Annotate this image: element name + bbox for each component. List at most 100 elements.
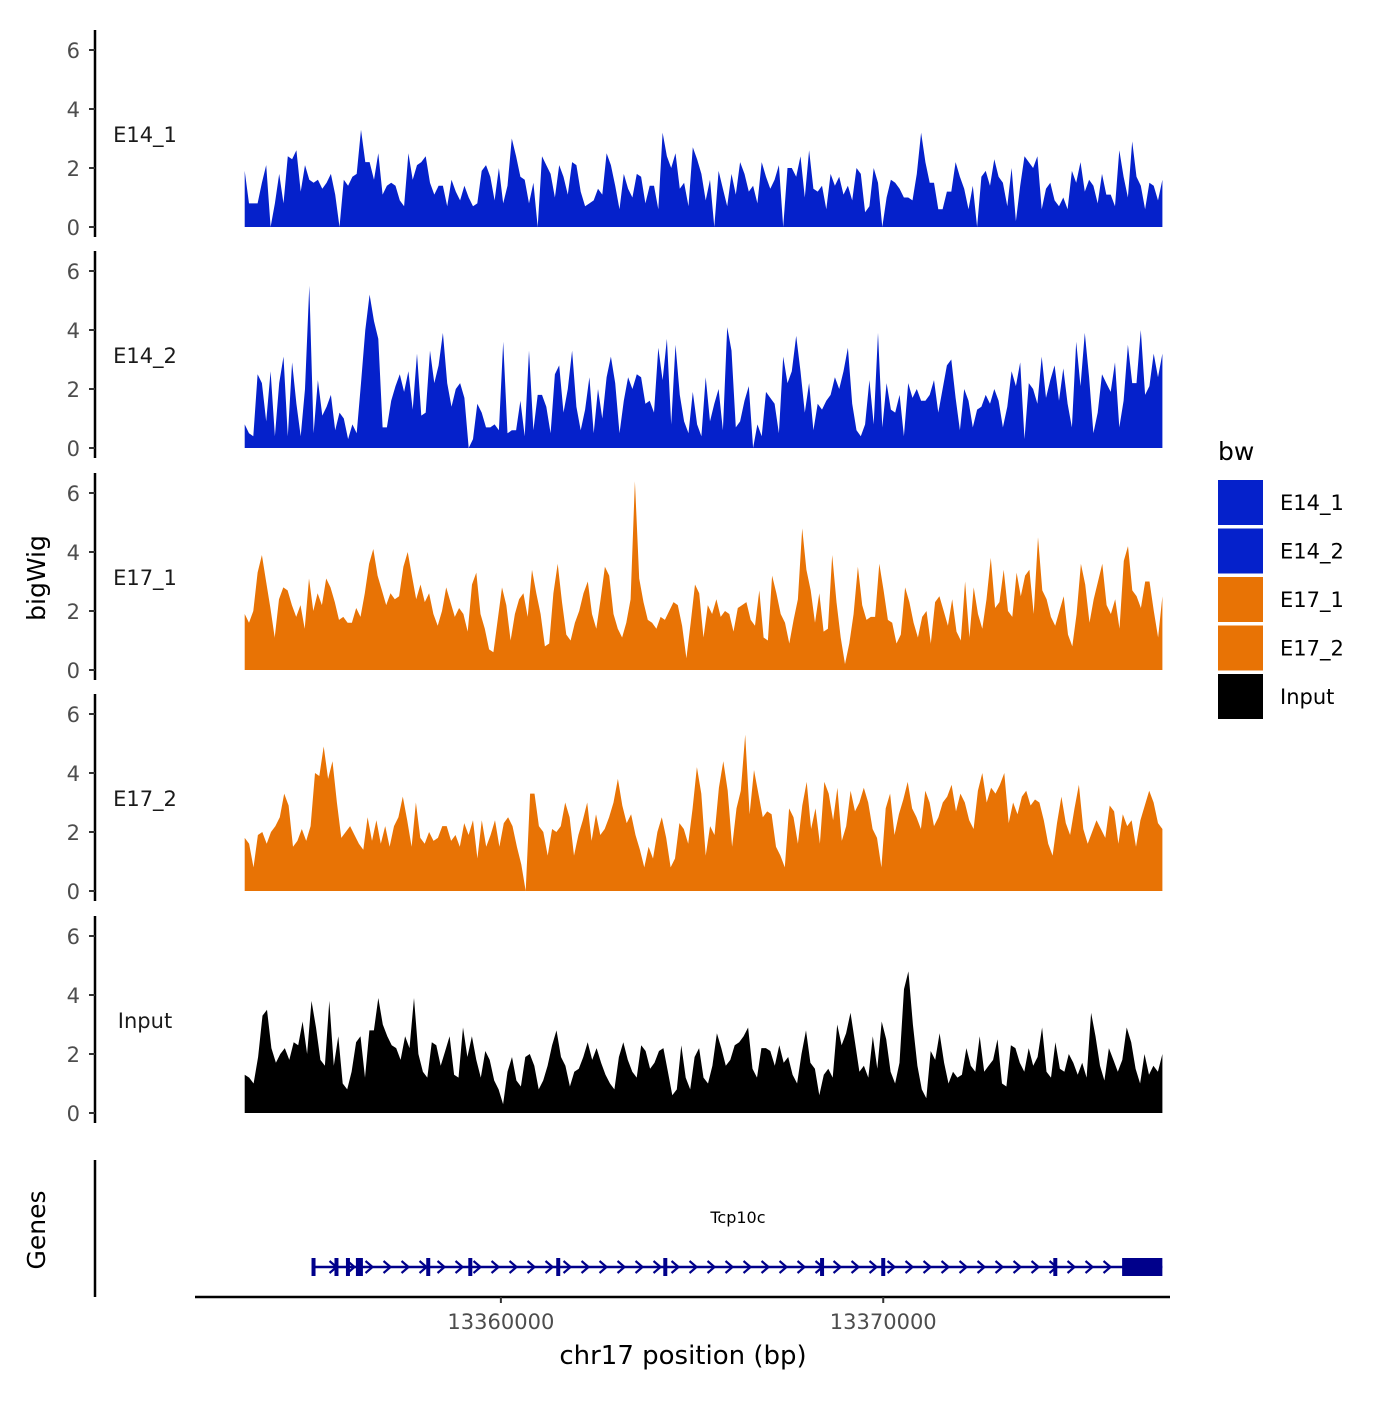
strand-arrow (994, 1260, 1005, 1274)
legend-swatch-E14_2 (1218, 528, 1263, 574)
exon (334, 1258, 339, 1276)
signal-area-E14_2 (244, 285, 1163, 448)
x-tick-label: 13360000 (447, 1310, 554, 1334)
exon (426, 1258, 431, 1276)
strand-arrow (688, 1260, 699, 1274)
exon (881, 1258, 886, 1276)
y-tick-label: 4 (67, 762, 80, 786)
strand-arrow (508, 1260, 519, 1274)
strand-arrow (364, 1260, 375, 1274)
strand-arrow (436, 1260, 447, 1274)
strand-arrow (598, 1260, 609, 1274)
legend-label-E17_1: E17_1 (1280, 588, 1344, 613)
y-tick-label: 4 (67, 319, 80, 343)
signal-area-E17_1 (244, 481, 1163, 670)
strand-arrow (562, 1260, 573, 1274)
strand-arrow (634, 1260, 645, 1274)
y-tick-label: 4 (67, 541, 80, 565)
gene-name-label: Tcp10c (709, 1208, 765, 1227)
exon-block (1124, 1258, 1163, 1276)
strand-arrow (832, 1260, 843, 1274)
track-panel-E17_2: 0 2 4 6 E17_2 (67, 694, 1163, 904)
strand-arrow (616, 1260, 627, 1274)
track-label: E17_2 (113, 787, 177, 812)
strand-arrow (904, 1260, 915, 1274)
x-axis: 13360000 13370000 (195, 1295, 1170, 1334)
track-panel-E14_2: 0 2 4 6 E14_2 (67, 251, 1163, 461)
exon (1053, 1258, 1058, 1276)
strand-arrow (382, 1260, 393, 1274)
strand-arrow (472, 1260, 483, 1274)
y-tick-label: 4 (67, 98, 80, 122)
y-tick-label: 2 (67, 1043, 80, 1067)
track-label: E14_2 (113, 344, 177, 369)
strand-arrow (1084, 1260, 1095, 1274)
y-axis-label: bigWig (22, 535, 51, 621)
strand-arrow (976, 1260, 987, 1274)
track-label: E17_1 (113, 566, 177, 591)
strand-arrow (670, 1260, 681, 1274)
y-tick-label: 6 (67, 39, 80, 63)
exon (468, 1258, 473, 1276)
track-label: Input (118, 1009, 172, 1033)
y-tick-label: 2 (67, 157, 80, 181)
strand-arrow (544, 1260, 555, 1274)
track-label: E14_1 (113, 123, 177, 148)
signal-area-E17_2 (244, 734, 1163, 891)
y-tick-label: 0 (67, 437, 80, 461)
strand-arrow (796, 1260, 807, 1274)
legend-swatch-E17_1 (1218, 577, 1263, 622)
legend-swatch-Input (1218, 674, 1263, 719)
exon (663, 1258, 668, 1276)
strand-arrow (580, 1260, 591, 1274)
strand-arrow (652, 1260, 663, 1274)
genes-axis-label: Genes (22, 1190, 51, 1269)
y-tick-label: 4 (67, 984, 80, 1008)
legend-label-E14_2: E14_2 (1280, 540, 1344, 565)
y-tick-label: 2 (67, 821, 80, 845)
y-tick-label: 6 (67, 703, 80, 727)
strand-arrow (526, 1260, 537, 1274)
y-tick-label: 2 (67, 600, 80, 624)
strand-arrow (1102, 1260, 1113, 1274)
exon (556, 1258, 561, 1276)
track-panel-E14_1: 0 2 4 6 E14_1 (67, 30, 1163, 240)
strand-arrow (850, 1260, 861, 1274)
strand-arrow (760, 1260, 771, 1274)
y-tick-label: 0 (67, 659, 80, 683)
track-panels: 0 2 4 6 E14_1 0 2 4 6 E14_2 0 2 4 6 E17_1 0 2 4 6 E17_2 0 2 4 6… (67, 30, 1163, 1126)
strand-arrow (868, 1260, 879, 1274)
y-tick-label: 0 (67, 1102, 80, 1126)
exon (345, 1258, 350, 1276)
legend-title: bw (1218, 437, 1254, 466)
strand-arrow (454, 1260, 465, 1274)
strand-arrow (778, 1260, 789, 1274)
strand-arrow (958, 1260, 969, 1274)
strand-arrow (490, 1260, 501, 1274)
strand-arrow (1012, 1260, 1023, 1274)
legend-label-E17_2: E17_2 (1280, 637, 1344, 662)
legend-label-E14_1: E14_1 (1280, 491, 1344, 516)
legend-swatch-E17_2 (1218, 625, 1263, 671)
strand-arrow (940, 1260, 951, 1274)
x-axis-label: chr17 position (bp) (559, 1341, 806, 1371)
y-tick-label: 0 (67, 880, 80, 904)
signal-area-Input (244, 971, 1163, 1113)
strand-arrow (1066, 1260, 1077, 1274)
exon (820, 1258, 825, 1276)
genes-panel: Tcp10c (93, 1160, 1163, 1297)
strand-arrow (724, 1260, 735, 1274)
legend-label-Input: Input (1280, 685, 1334, 709)
y-tick-label: 6 (67, 925, 80, 949)
legend: bw E14_1 E14_2 E17_1 E17_2 Input (1218, 437, 1344, 719)
strand-arrow (922, 1260, 933, 1274)
track-panel-Input: 0 2 4 6 Input (67, 916, 1163, 1126)
y-tick-label: 6 (67, 482, 80, 506)
x-tick-label: 13370000 (830, 1310, 937, 1334)
y-tick-label: 6 (67, 260, 80, 284)
strand-arrow (706, 1260, 717, 1274)
strand-arrow (886, 1260, 897, 1274)
track-panel-E17_1: 0 2 4 6 E17_1 (67, 473, 1163, 683)
